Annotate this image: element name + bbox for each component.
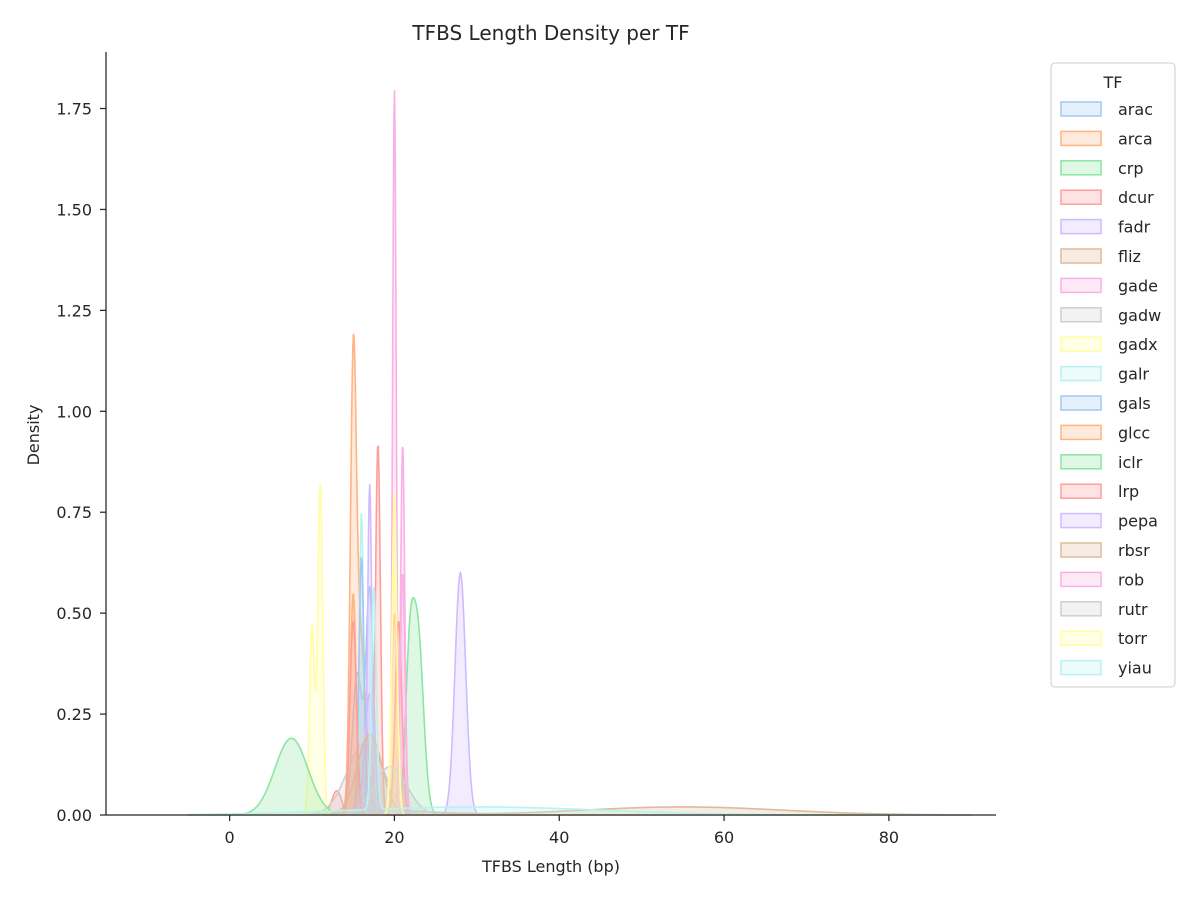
density-area-iclr: [188, 738, 972, 815]
legend-swatch-torr: [1060, 630, 1102, 646]
legend: TF arac arca crp dcur fadr fliz gade gadw gadx ga…: [1050, 62, 1176, 688]
y-tick-label: 1.00: [56, 402, 92, 421]
y-tick-label: 0.50: [56, 604, 92, 623]
legend-swatch-gals: [1060, 395, 1102, 411]
y-tick-label: 1.50: [56, 200, 92, 219]
y-tick-label: 0.25: [56, 705, 92, 724]
density-series-group: [188, 90, 972, 816]
density-area-rutr: [188, 766, 972, 815]
legend-label-iclr: iclr: [1118, 453, 1143, 472]
x-tick-label: 0: [225, 828, 235, 847]
legend-label-fliz: fliz: [1118, 247, 1141, 266]
density-line-gade: [188, 90, 972, 816]
density-area-gade: [188, 90, 972, 815]
legend-swatch-fliz: [1060, 248, 1102, 264]
density-area-arca: [188, 333, 972, 815]
legend-swatch-crp: [1060, 160, 1102, 176]
density-area-gadw: [188, 742, 972, 815]
legend-label-glcc: glcc: [1118, 423, 1150, 442]
legend-swatch-rob: [1060, 571, 1102, 588]
legend-swatch-gadx: [1060, 336, 1102, 352]
x-axis-ticks: 0 20 40 60 80: [225, 815, 899, 847]
legend-label-galr: galr: [1118, 365, 1149, 384]
x-tick-label: 20: [384, 828, 404, 847]
legend-swatch-arca: [1060, 130, 1102, 147]
legend-label-pepa: pepa: [1118, 512, 1158, 531]
legend-swatch-arac: [1060, 101, 1102, 117]
legend-label-yiau: yiau: [1118, 659, 1152, 678]
legend-label-arac: arac: [1118, 100, 1153, 119]
x-tick-label: 80: [879, 828, 899, 847]
x-tick-label: 40: [549, 828, 569, 847]
legend-label-gade: gade: [1118, 276, 1158, 295]
density-area-rbsr: [188, 734, 972, 815]
legend-swatch-yiau: [1060, 659, 1102, 676]
legend-swatch-rbsr: [1060, 542, 1102, 558]
legend-label-lrp: lrp: [1118, 482, 1139, 501]
x-tick-label: 60: [714, 828, 734, 847]
legend-label-arca: arca: [1118, 129, 1153, 148]
density-line-dcur: [188, 444, 972, 816]
legend-swatch-fadr: [1060, 218, 1102, 235]
chart-title: TFBS Length Density per TF: [411, 21, 689, 45]
legend-swatch-iclr: [1060, 454, 1102, 470]
legend-swatch-gade: [1060, 277, 1102, 294]
legend-swatch-gadw: [1060, 307, 1102, 323]
legend-swatch-galr: [1060, 365, 1102, 382]
legend-label-rbsr: rbsr: [1118, 541, 1150, 560]
legend-swatch-glcc: [1060, 424, 1102, 441]
legend-label-crp: crp: [1118, 159, 1144, 178]
legend-label-rob: rob: [1118, 570, 1144, 589]
y-tick-label: 0.75: [56, 503, 92, 522]
legend-label-dcur: dcur: [1118, 188, 1154, 207]
legend-swatch-rutr: [1060, 601, 1102, 617]
density-area-dcur: [188, 446, 972, 815]
legend-swatch-dcur: [1060, 189, 1102, 205]
y-tick-label: 1.25: [56, 301, 92, 320]
y-axis-ticks: 0.00 0.25 0.50 0.75 1.00 1.25 1.50 1.75: [56, 100, 106, 825]
legend-label-rutr: rutr: [1118, 600, 1148, 619]
x-axis-label: TFBS Length (bp): [481, 857, 620, 876]
legend-label-gadw: gadw: [1118, 306, 1161, 325]
legend-label-gals: gals: [1118, 394, 1151, 413]
legend-title: TF: [1103, 73, 1123, 92]
legend-label-torr: torr: [1118, 629, 1147, 648]
y-axis-label: Density: [24, 405, 43, 466]
legend-label-gadx: gadx: [1118, 335, 1158, 354]
density-line-arca: [188, 333, 972, 816]
y-tick-label: 0.00: [56, 806, 92, 825]
y-tick-label: 1.75: [56, 100, 92, 119]
legend-swatch-lrp: [1060, 483, 1102, 499]
legend-label-fadr: fadr: [1118, 218, 1151, 237]
legend-swatch-pepa: [1060, 512, 1102, 529]
legend-items: arac arca crp dcur fadr fliz gade gadw gadx galr g…: [1060, 100, 1161, 678]
